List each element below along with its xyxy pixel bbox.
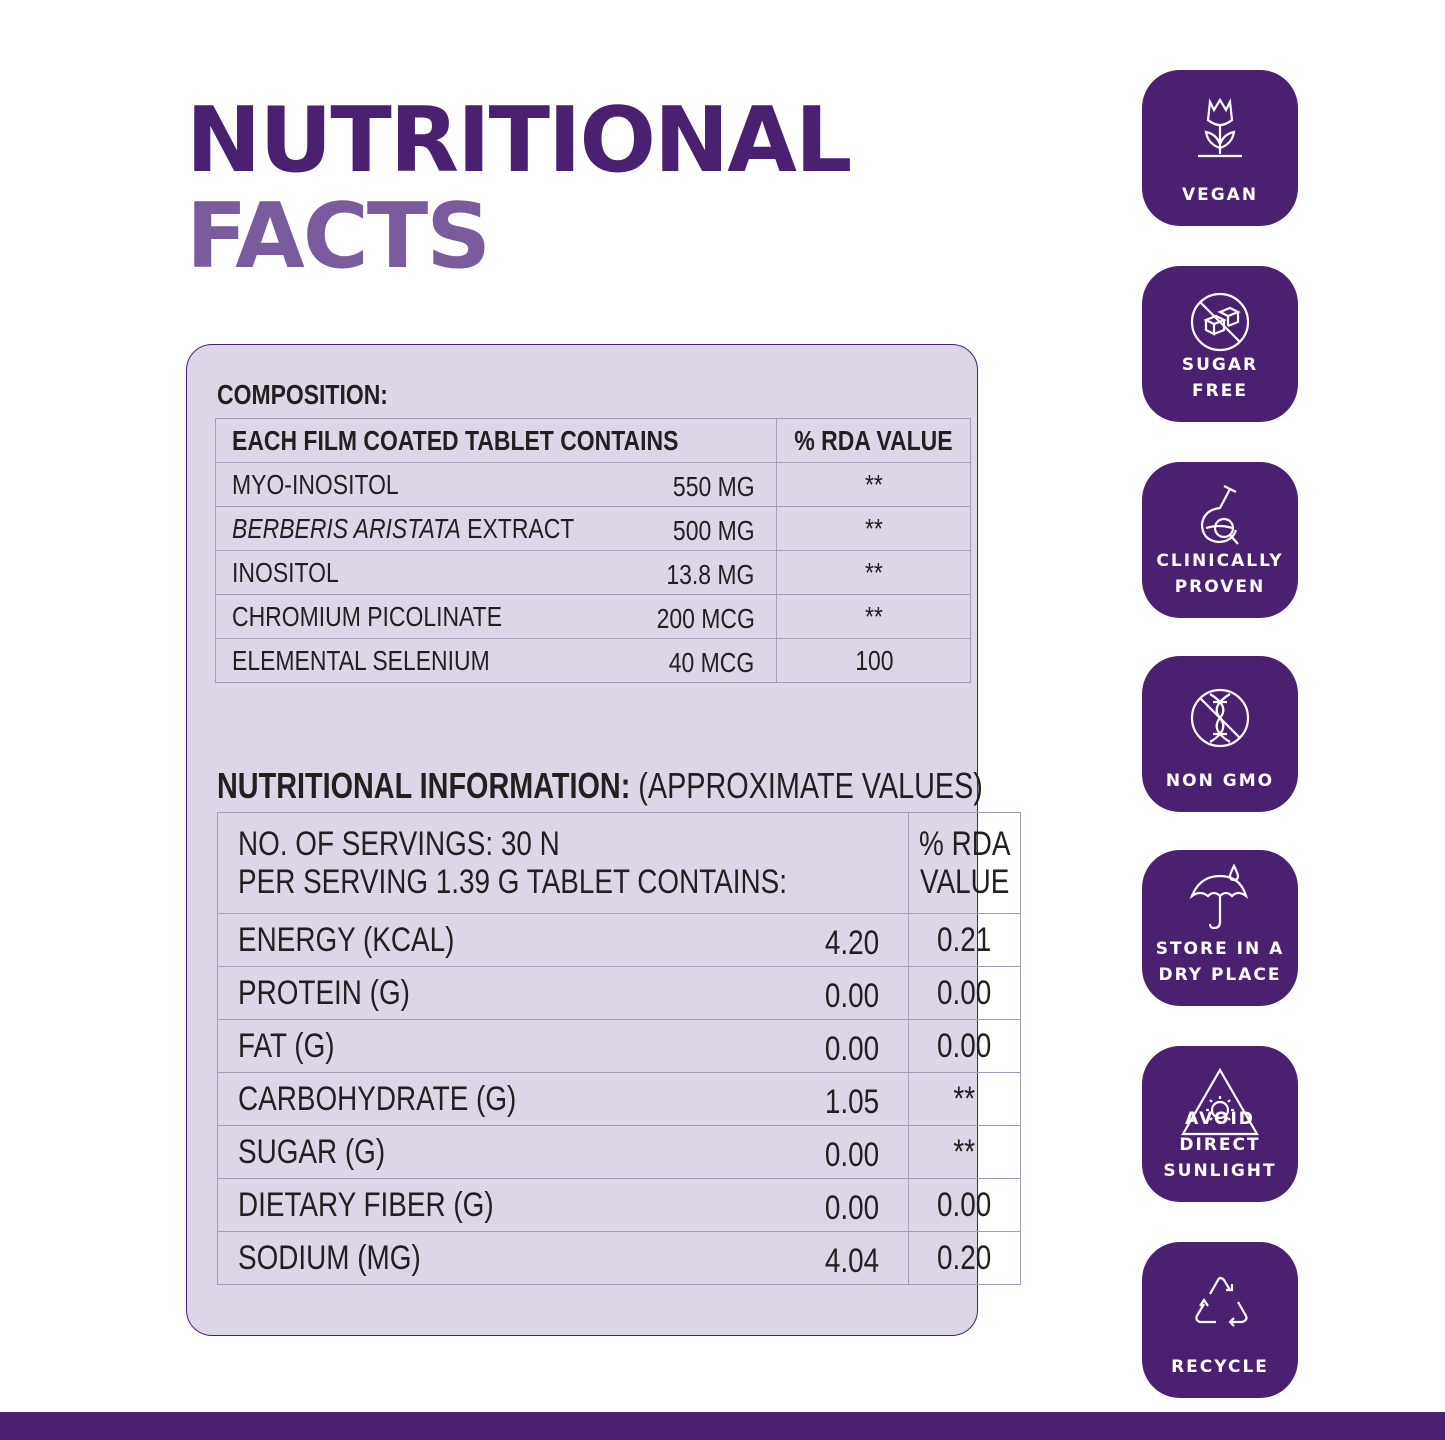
ingredient-amount: 13.8 MG [666,559,755,590]
title-line-1: NUTRITIONAL [186,88,852,193]
nutrition-table: NO. OF SERVINGS: 30 N PER SERVING 1.39 G … [217,812,1021,1285]
composition-header-row: EACH FILM COATED TABLET CONTAINS % RDA V… [214,418,972,463]
nutrition-header-row: NO. OF SERVINGS: 30 N PER SERVING 1.39 G … [217,812,1021,914]
vegan-icon [1198,97,1242,158]
table-row: BERBERIS ARISTATA EXTRACT 500 MG ** [214,506,972,551]
ingredient-amount: 200 MCG [656,603,755,634]
badge-recycle: RECYCLE [1142,1242,1298,1398]
nutrient-value: 0.00 [825,1030,880,1068]
nutrient-name: PROTEIN (G) [238,973,410,1012]
nutrient-rda: ** [953,1079,976,1118]
composition-table: EACH FILM COATED TABLET CONTAINS % RDA V… [214,418,972,683]
badge-non-gmo: NON GMO [1142,656,1298,812]
nutrient-rda: 0.00 [937,973,992,1012]
badge-label: VEGAN [1181,185,1259,205]
nutrient-name: DIETARY FIBER (G) [238,1185,494,1224]
nutrient-rda: 0.00 [937,1026,992,1065]
ingredient-rda: ** [864,468,883,500]
ingredient-amount: 550 MG [672,471,755,502]
title-line-2: FACTS [186,184,491,289]
table-row: SODIUM (MG) 4.04 0.20 [217,1231,1021,1285]
nutrition-label: NUTRITIONAL INFORMATION: (APPROXIMATE VA… [217,765,983,806]
table-row: PROTEIN (G) 0.00 0.00 [217,966,1021,1020]
ingredient-name: INOSITOL [232,556,339,588]
nutrient-value: 4.04 [825,1242,880,1280]
umbrella-icon [1189,863,1249,930]
recycle-icon [1195,1276,1248,1327]
ingredient-rda: ** [864,600,883,632]
badge-avoid-sunlight: AVOID DIRECT SUNLIGHT [1142,1046,1298,1202]
nutrient-value: 0.00 [825,1136,880,1174]
badge-label: CLINICALLY PROVEN [1156,551,1284,597]
nutrient-name: SUGAR (G) [238,1132,386,1171]
sunlight-warning-icon [1181,1067,1259,1136]
nutrient-name: SODIUM (MG) [238,1238,421,1277]
ingredient-name: CHROMIUM PICOLINATE [232,600,503,632]
table-row: ENERGY (KCAL) 4.20 0.21 [217,913,1021,967]
badge-label: STORE IN A DRY PLACE [1155,939,1285,985]
servings-header: NO. OF SERVINGS: 30 N PER SERVING 1.39 G … [238,825,788,901]
badge-label: RECYCLE [1171,1357,1269,1377]
bottom-bar [0,1412,1445,1440]
nutrient-value: 4.20 [825,924,880,962]
nutrient-name: FAT (G) [238,1026,335,1065]
ingredient-name: ELEMENTAL SELENIUM [232,644,490,676]
nutrient-rda: ** [953,1132,976,1171]
table-row: INOSITOL 13.8 MG ** [214,550,972,595]
composition-header-rda: % RDA VALUE [794,424,953,456]
table-row: MYO-INOSITOL 550 MG ** [214,462,972,507]
table-row: SUGAR (G) 0.00 ** [217,1125,1021,1179]
nutrient-rda: 0.21 [937,920,992,959]
table-row: FAT (G) 0.00 0.00 [217,1019,1021,1073]
non-gmo-icon [1190,688,1250,748]
table-row: CARBOHYDRATE (G) 1.05 ** [217,1072,1021,1126]
badge-store-dry: STORE IN A DRY PLACE [1142,850,1298,1006]
table-row: CHROMIUM PICOLINATE 200 MCG ** [214,594,972,639]
nutrient-name: ENERGY (KCAL) [238,920,455,959]
ingredient-rda: 100 [854,644,894,676]
ingredient-name: BERBERIS ARISTATA EXTRACT [232,512,575,544]
nutrient-value: 0.00 [825,1189,880,1227]
ingredient-amount: 40 MCG [668,647,755,678]
badge-vegan: VEGAN [1142,70,1298,226]
clinically-proven-icon [1200,485,1239,545]
composition-header-contents: EACH FILM COATED TABLET CONTAINS [232,424,679,456]
nutrient-name: CARBOHYDRATE (G) [238,1079,517,1118]
table-row: ELEMENTAL SELENIUM 40 MCG 100 [214,638,972,683]
badge-clinically-proven: CLINICALLY PROVEN [1142,462,1298,618]
nutrient-rda: 0.00 [937,1185,992,1224]
badge-label: SUGAR FREE [1181,355,1259,401]
composition-label: COMPOSITION: [217,379,388,410]
ingredient-amount: 500 MG [672,515,755,546]
badge-label: AVOID DIRECT SUNLIGHT [1163,1109,1277,1181]
rda-header: % RDA VALUE [918,825,1010,901]
ingredient-rda: ** [864,512,883,544]
badge-label: NON GMO [1165,771,1275,791]
nutrient-value: 0.00 [825,977,880,1015]
sugar-free-icon [1190,292,1250,352]
badge-sugar-free: SUGAR FREE [1142,266,1298,422]
nutrient-value: 1.05 [825,1083,880,1121]
nutrition-panel: COMPOSITION: EACH FILM COATED TABLET CON… [186,344,1021,1336]
table-row: DIETARY FIBER (G) 0.00 0.00 [217,1178,1021,1232]
ingredient-rda: ** [864,556,883,588]
nutrient-rda: 0.20 [937,1238,992,1277]
ingredient-name: MYO-INOSITOL [232,468,399,500]
